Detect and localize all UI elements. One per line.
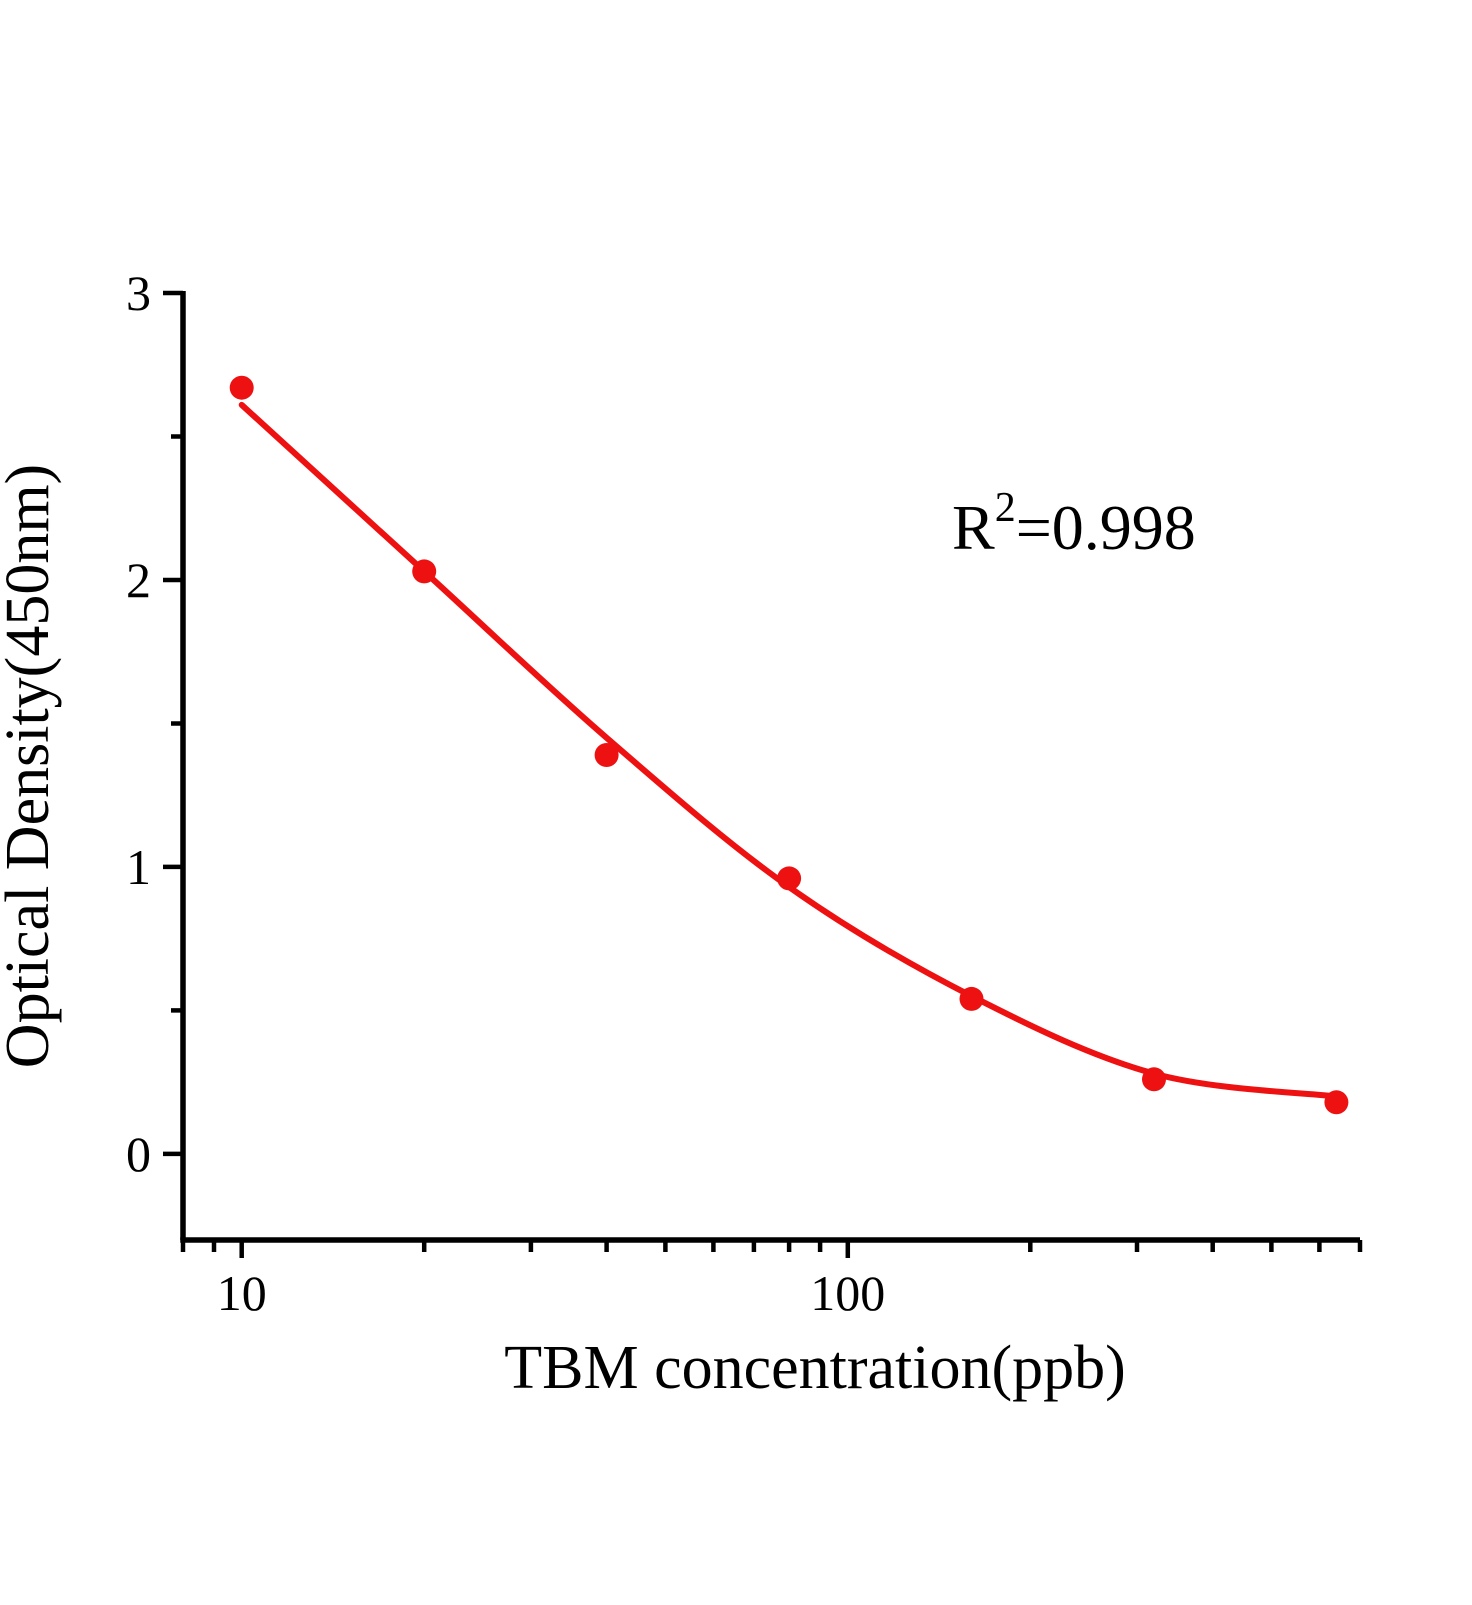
data-point <box>777 866 802 891</box>
y-tick-label: 0 <box>126 1126 151 1182</box>
x-tick-label: 10 <box>217 1265 267 1321</box>
r-squared-value: =0.998 <box>1016 492 1196 563</box>
y-tick-label: 2 <box>126 552 151 608</box>
r-squared-base: R <box>952 492 995 563</box>
r-squared-annotation: R2=0.998 <box>952 485 1196 563</box>
x-tick-label: 100 <box>810 1265 885 1321</box>
data-point <box>229 375 254 400</box>
x-axis-label: TBM concentration(ppb) <box>504 1334 1126 1402</box>
y-tick-label: 3 <box>126 265 151 321</box>
plot-area: 10 100 0 1 2 3 <box>126 265 1363 1321</box>
data-point <box>412 559 437 584</box>
data-point <box>1324 1090 1349 1115</box>
y-axis-label: Optical Density(450nm) <box>0 464 62 1068</box>
r-squared-superscript: 2 <box>995 485 1016 531</box>
data-point <box>1142 1067 1166 1092</box>
y-tick-label: 1 <box>126 839 151 895</box>
data-point <box>959 986 984 1011</box>
data-point <box>594 743 619 767</box>
